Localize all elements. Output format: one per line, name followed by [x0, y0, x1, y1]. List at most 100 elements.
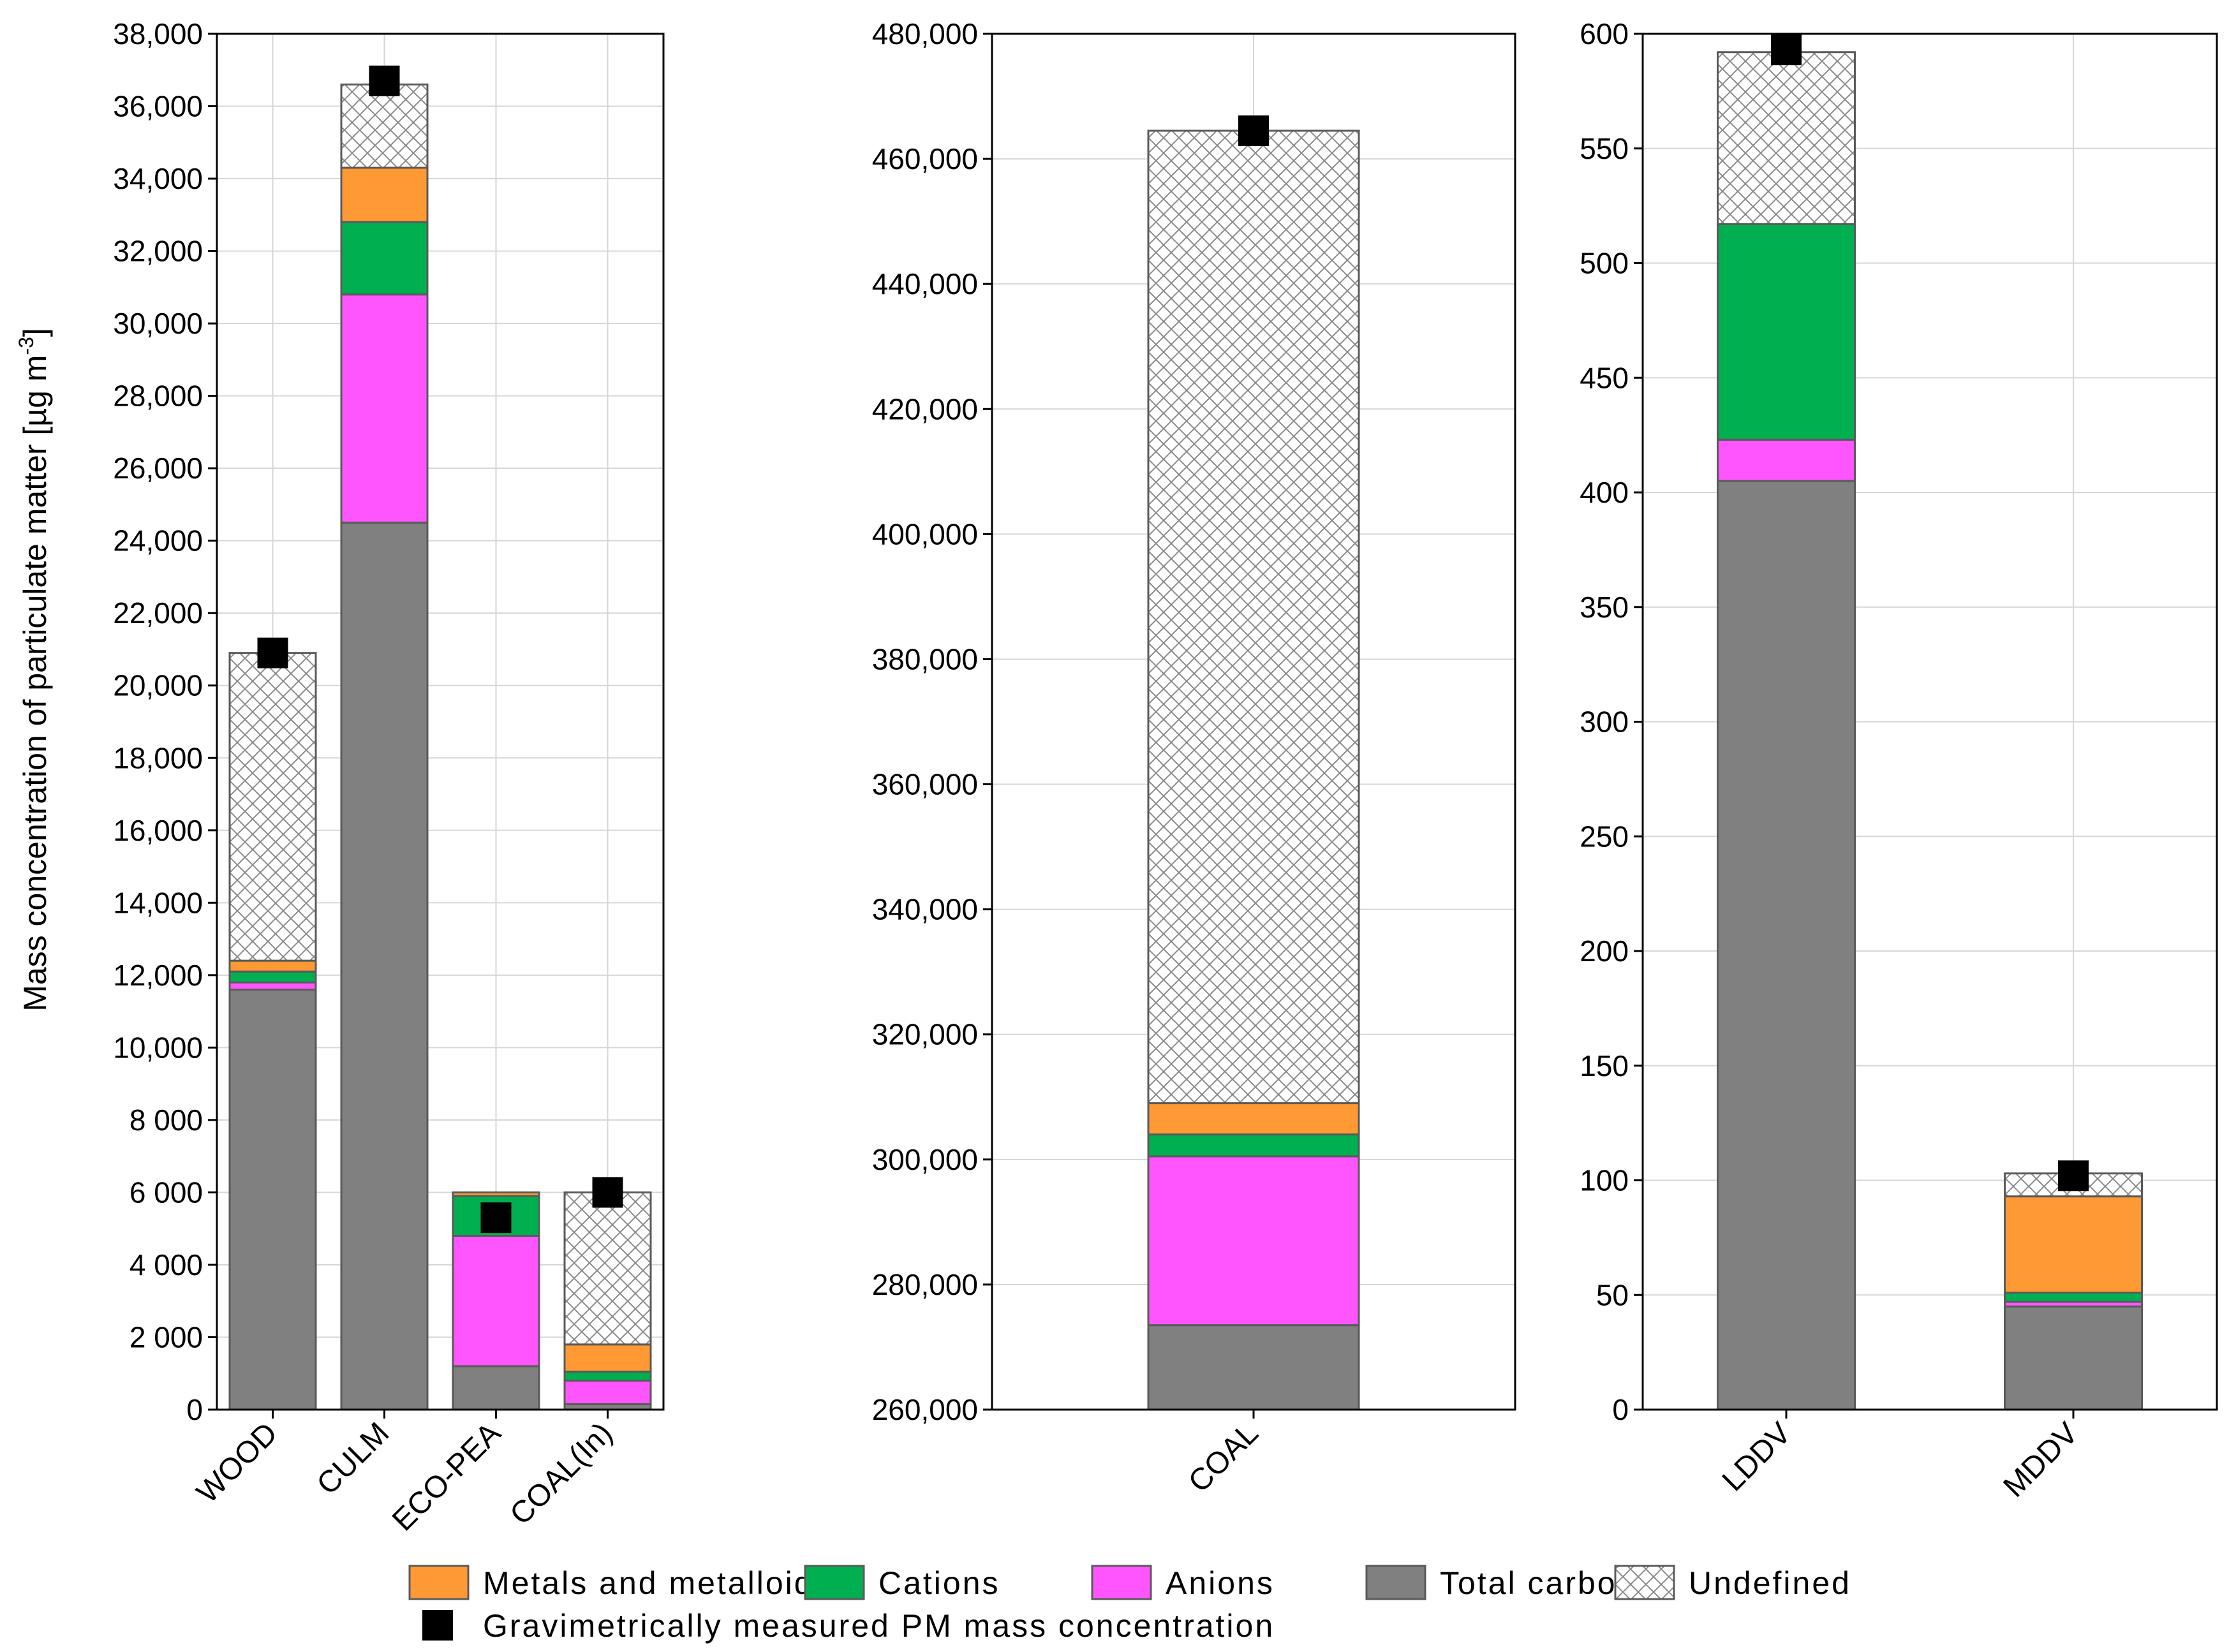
y-tick-label: 30,000	[113, 307, 203, 340]
y-tick-label: 420,000	[872, 392, 978, 425]
legend-entry-undefined: Undefined	[1614, 1565, 1851, 1601]
y-tick-label: 16,000	[113, 814, 203, 847]
bar-segment-culm-metals-and-metalloids	[340, 166, 429, 223]
y-tick-label: 400,000	[872, 517, 978, 550]
y-tick-label: 26,000	[113, 452, 203, 485]
legend-label-total-carbon: Total carbon	[1440, 1565, 1636, 1601]
legend-label-cations: Cations	[878, 1565, 1000, 1601]
bar-segment-mddv-total-carbon	[2004, 1305, 2143, 1411]
y-tick-label: 480,000	[872, 17, 978, 50]
measured-marker-mddv	[2058, 1160, 2089, 1191]
legend-swatch-cations	[804, 1565, 865, 1600]
bar-segment-lddv-anions	[1717, 438, 1856, 482]
y-tick-label: 360,000	[872, 768, 978, 801]
legend: Metals and metalloids Cations Anions Total …	[408, 1565, 1851, 1644]
y-tick-label: 250	[1580, 820, 1629, 853]
y-tick-label: 400	[1580, 476, 1629, 509]
measured-marker-culm	[369, 65, 400, 96]
x-tick-label-culm: CULM	[311, 1416, 396, 1501]
bar-stack-lddv	[1717, 51, 1856, 1411]
legend-marker-measured	[422, 1610, 453, 1641]
y-axis-title-close: ]	[17, 328, 53, 337]
y-tick-label: 2 000	[130, 1320, 203, 1353]
bar-stack-coal-in	[563, 1191, 652, 1411]
y-tick-label: 0	[1612, 1393, 1629, 1426]
bar-segment-coal-metals-and-metalloids	[1147, 1102, 1360, 1136]
y-tick-label: 6 000	[130, 1176, 203, 1209]
y-tick-label: 34,000	[113, 162, 203, 195]
bar-segment-coal-in-metals-and-metalloids	[563, 1343, 652, 1373]
bar-stack-mddv	[2004, 1172, 2143, 1411]
x-tick-label-eco-pea: ECO-PEA	[386, 1416, 507, 1537]
measured-marker-eco-pea	[480, 1202, 512, 1234]
plot-frame	[991, 33, 1516, 1411]
bar-segment-culm-undefined	[340, 83, 429, 169]
y-tick-label: 320,000	[872, 1018, 978, 1051]
y-tick-label: 380,000	[872, 642, 978, 675]
bar-segment-coal-total-carbon	[1147, 1324, 1360, 1411]
legend-swatch-anions	[1091, 1565, 1152, 1600]
bar-segment-culm-cations	[340, 221, 429, 296]
legend-label-undefined: Undefined	[1689, 1565, 1851, 1601]
y-tick-label: 0	[186, 1393, 203, 1426]
y-tick-label: 260,000	[872, 1393, 978, 1426]
measured-marker-coal	[1238, 115, 1269, 146]
legend-label-metals-and-metalloids: Metals and metalloids	[483, 1565, 832, 1601]
legend-entry-metals-and-metalloids: Metals and metalloids	[408, 1565, 832, 1601]
y-tick-label: 18,000	[113, 741, 203, 774]
legend-entry-total-carbon: Total carbon	[1365, 1565, 1636, 1601]
legend-entry-anions: Anions	[1091, 1565, 1273, 1601]
y-tick-label: 440,000	[872, 267, 978, 300]
y-tick-label: 460,000	[872, 142, 978, 175]
y-tick-label: 32,000	[113, 235, 203, 268]
bar-segment-wood-total-carbon	[228, 989, 317, 1411]
bar-segment-culm-anions	[340, 293, 429, 524]
measured-marker-lddv	[1771, 34, 1802, 66]
y-tick-label: 14,000	[113, 886, 203, 919]
bar-segment-coal-in-anions	[563, 1380, 652, 1405]
x-tick-label-wood: WOOD	[190, 1416, 284, 1510]
y-tick-label: 8 000	[130, 1103, 203, 1137]
measured-marker-coal-in	[592, 1177, 623, 1208]
x-tick-label-mddv: MDDV	[1997, 1416, 2084, 1503]
y-tick-label: 200	[1580, 934, 1629, 968]
y-tick-label: 24,000	[113, 524, 203, 557]
x-tick-label-coal-in: COAL(In)	[503, 1416, 619, 1531]
y-axis-title: Mass concentration of particulate matter…	[15, 328, 53, 1012]
bar-segment-wood-undefined	[228, 652, 317, 962]
bar-segment-eco-pea-anions	[452, 1235, 540, 1368]
bar-segment-eco-pea-metals-and-metalloids	[452, 1191, 540, 1197]
y-tick-label: 100	[1580, 1164, 1629, 1197]
bar-segment-eco-pea-total-carbon	[452, 1365, 540, 1411]
y-tick-label: 300,000	[872, 1143, 978, 1176]
bar-segment-lddv-total-carbon	[1717, 480, 1856, 1411]
bar-segment-mddv-metals-and-metalloids	[2004, 1195, 2143, 1294]
plot-frame	[216, 33, 665, 1411]
bar-segment-lddv-undefined	[1717, 51, 1856, 225]
panel-3: LDDV MDDV 0 50 100 150 200 250 300 350 400 450 500 55…	[1580, 17, 2218, 1504]
y-tick-label: 20,000	[113, 669, 203, 702]
y-tick-label: 4 000	[130, 1248, 203, 1281]
y-tick-label: 36,000	[113, 90, 203, 123]
y-tick-label: 300	[1580, 705, 1629, 739]
bar-segment-wood-anions	[228, 981, 317, 991]
bar-segment-wood-metals-and-metalloids	[228, 959, 317, 973]
svg-text:Mass concentration of particul: Mass concentration of particulate matter…	[15, 328, 53, 1012]
panel-2: COAL 260,000 280,000 300,000 320,000 340,000 3…	[872, 17, 1516, 1499]
bar-segment-culm-total-carbon	[340, 521, 429, 1411]
legend-swatch-metals-and-metalloids	[408, 1565, 470, 1600]
y-tick-label: 500	[1580, 247, 1629, 280]
y-tick-label: 150	[1580, 1049, 1629, 1082]
y-axis-title-superscript: -3	[15, 337, 38, 355]
y-tick-label: 600	[1580, 17, 1629, 50]
x-tick-label-coal: COAL	[1182, 1416, 1265, 1499]
y-tick-label: 10,000	[113, 1031, 203, 1064]
bar-segment-coal-in-undefined	[563, 1191, 652, 1346]
y-tick-label: 28,000	[113, 380, 203, 413]
legend-label-measured: Gravimetrically measured PM mass concent…	[483, 1608, 1275, 1644]
y-tick-label: 550	[1580, 132, 1629, 165]
y-axis-title-text: Mass concentration of particulate matter…	[17, 355, 53, 1012]
